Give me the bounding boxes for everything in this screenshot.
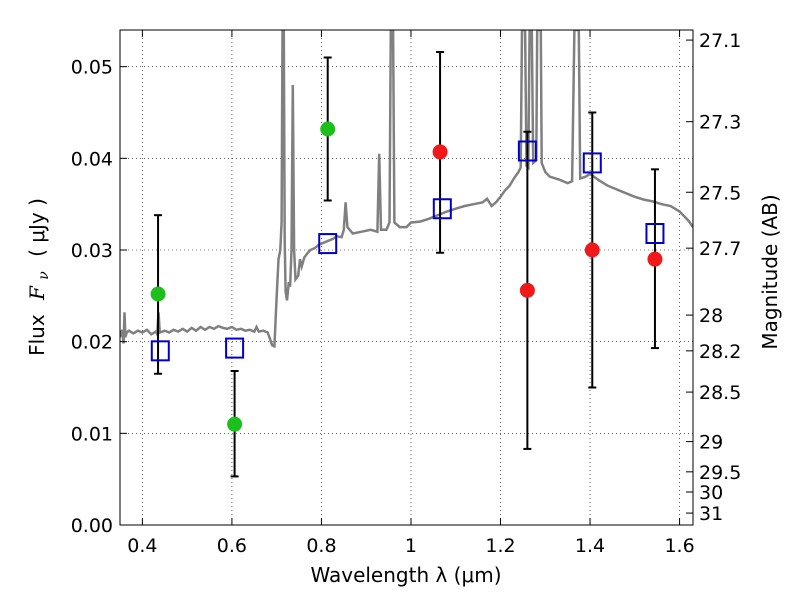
x-tick-label: 1.6 [664,535,694,557]
green-data-point [227,416,243,432]
errorbar-layer [154,51,659,478]
model-spectrum-layer [120,30,693,349]
x-tick-label: 1 [405,535,417,557]
marker-layer [150,121,665,432]
x-tick-label: 1.4 [575,535,605,557]
model-photometry-square [150,340,170,362]
y2-tick-label: 31 [699,503,723,525]
red-data-point [432,144,448,160]
y-tick-label: 0.02 [71,332,113,354]
y2-tick-label: 27.3 [699,112,741,134]
green-data-point [150,286,166,302]
y2-tick-label: 27.7 [699,238,741,260]
x-axis-label: Wavelength λ (μm) [310,563,501,587]
green-data-point [320,121,336,137]
tick-marks [120,30,693,526]
x-tick-label: 1.2 [485,535,515,557]
y-tick-label: 0.01 [71,423,113,445]
y2-tick-label: 27.5 [699,182,741,204]
x-tick-label: 0.4 [127,535,157,557]
y2-tick-label: 28 [699,305,723,327]
y-tick-label: 0.04 [71,148,113,170]
y-tick-label: 0.00 [71,515,113,537]
y2-tick-label: 29 [699,432,723,454]
y-axis-label-subscript: ν [36,271,52,280]
red-data-point [647,251,663,267]
model-photometry-square [517,140,537,162]
y2-tick-label: 29.5 [699,462,741,484]
x-tick-label: 0.8 [306,535,336,557]
y2-tick-label: 28.2 [699,341,741,363]
model-photometry-square [225,337,245,359]
model-photometry-square [432,198,452,220]
y2-axis-label: Magnitude (AB) [758,194,782,349]
model-photometry-square [318,233,338,255]
y-axis-label-unit: ( μJy ) [25,198,49,257]
y2-tick-label: 27.1 [699,30,741,52]
x-tick-label: 0.6 [217,535,247,557]
y2-tick-label: 28.5 [699,382,741,404]
y-tick-label: 0.05 [71,57,113,79]
y-axis-label: Flux F ν ( μJy ) [25,198,53,356]
red-data-point [584,242,600,258]
tick-labels: 0.4 0.6 0.8 1 1.2 1.4 1.6 0.00 0.01 0.02 0.03 0.04 0… [71,30,742,557]
model-spectrum-line [120,30,693,349]
y-axis-label-prefix: Flux [25,314,49,356]
y-axis-label-symbol: F [25,285,49,301]
y2-tick-label: 30 [699,482,723,504]
y-tick-label: 0.03 [71,240,113,262]
model-photometry-square [582,152,602,174]
grid-lines [120,30,693,526]
red-data-point [519,282,535,298]
plot-frame [119,29,694,526]
model-photometry-square [645,223,665,244]
